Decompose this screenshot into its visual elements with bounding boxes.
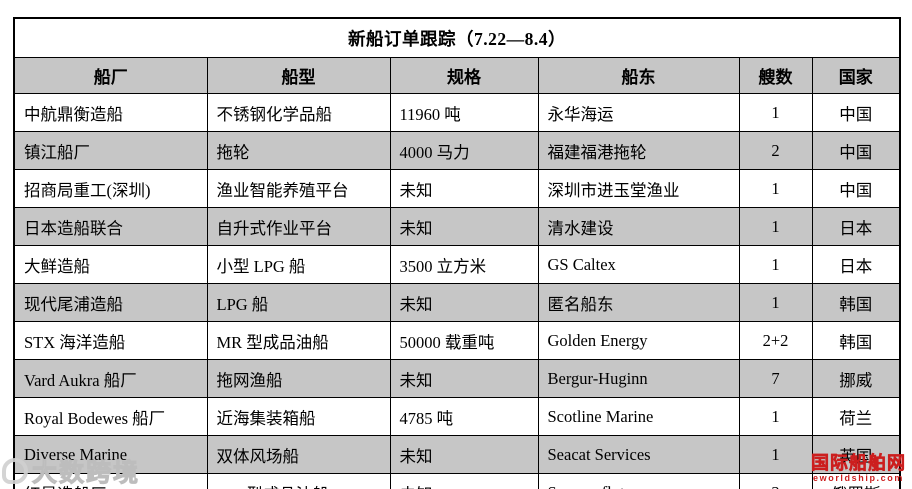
cell-shiptype: 不锈钢化学品船 — [206, 93, 391, 132]
cell-count: 3 — [738, 473, 813, 489]
cell-count: 1 — [738, 93, 813, 132]
column-header-shiptype: 船型 — [206, 57, 391, 94]
cell-country: 日本 — [811, 207, 901, 246]
cell-count: 1 — [738, 245, 813, 284]
title-row: 新船订单跟踪（7.22—8.4） — [13, 17, 901, 58]
cell-count: 1 — [738, 283, 813, 322]
cell-spec: 未知 — [389, 473, 539, 489]
cell-spec: 未知 — [389, 169, 539, 208]
cell-owner: Golden Energy — [537, 321, 740, 360]
cell-country: 日本 — [811, 245, 901, 284]
cell-spec: 未知 — [389, 435, 539, 474]
cell-shiptype: 拖网渔船 — [206, 359, 391, 398]
cell-country: 荷兰 — [811, 397, 901, 436]
cell-shipyard: 红星造船厂 — [13, 473, 208, 489]
table-row: 现代尾浦造船 LPG 船 未知 匿名船东 1 韩国 — [13, 283, 901, 322]
cell-owner: Seacat Services — [537, 435, 740, 474]
cell-shiptype: 自升式作业平台 — [206, 207, 391, 246]
cell-owner: Sovcomflot — [537, 473, 740, 489]
cell-spec: 4000 马力 — [389, 131, 539, 170]
cell-shipyard: Vard Aukra 船厂 — [13, 359, 208, 398]
cell-owner: 福建福港拖轮 — [537, 131, 740, 170]
cell-owner: 永华海运 — [537, 93, 740, 132]
cell-shiptype: 拖轮 — [206, 131, 391, 170]
cell-shipyard: 镇江船厂 — [13, 131, 208, 170]
cell-shipyard: Royal Bodewes 船厂 — [13, 397, 208, 436]
cell-shiptype: 双体风场船 — [206, 435, 391, 474]
cell-country: 韩国 — [811, 321, 901, 360]
cell-spec: 未知 — [389, 283, 539, 322]
cell-shipyard: 现代尾浦造船 — [13, 283, 208, 322]
table-row: Vard Aukra 船厂 拖网渔船 未知 Bergur-Huginn 7 挪威 — [13, 359, 901, 398]
cell-owner: 深圳市进玉堂渔业 — [537, 169, 740, 208]
cell-shiptype: LPG 船 — [206, 283, 391, 322]
cell-shiptype: MR 型成品油船 — [206, 473, 391, 489]
cell-shipyard: STX 海洋造船 — [13, 321, 208, 360]
cell-shipyard: 大鲜造船 — [13, 245, 208, 284]
cell-owner: GS Caltex — [537, 245, 740, 284]
column-header-country: 国家 — [811, 57, 901, 94]
cell-spec: 未知 — [389, 207, 539, 246]
table-row: 招商局重工(深圳) 渔业智能养殖平台 未知 深圳市进玉堂渔业 1 中国 — [13, 169, 901, 208]
cell-shipyard: 日本造船联合 — [13, 207, 208, 246]
cell-spec: 50000 载重吨 — [389, 321, 539, 360]
cell-shipyard: 中航鼎衡造船 — [13, 93, 208, 132]
cell-spec: 11960 吨 — [389, 93, 539, 132]
cell-spec: 3500 立方米 — [389, 245, 539, 284]
cell-country: 中国 — [811, 93, 901, 132]
header-row: 船厂 船型 规格 船东 艘数 国家 — [13, 57, 901, 94]
table-row: STX 海洋造船 MR 型成品油船 50000 载重吨 Golden Energ… — [13, 321, 901, 360]
cell-count: 1 — [738, 169, 813, 208]
cell-count: 2+2 — [738, 321, 813, 360]
cell-country: 俄罗斯 — [811, 473, 901, 489]
table-row: 镇江船厂 拖轮 4000 马力 福建福港拖轮 2 中国 — [13, 131, 901, 170]
cell-owner: Bergur-Huginn — [537, 359, 740, 398]
cell-country: 中国 — [811, 169, 901, 208]
cell-count: 2 — [738, 131, 813, 170]
cell-shiptype: 渔业智能养殖平台 — [206, 169, 391, 208]
cell-count: 1 — [738, 435, 813, 474]
cell-shiptype: MR 型成品油船 — [206, 321, 391, 360]
cell-country: 英国 — [811, 435, 901, 474]
table-row: 日本造船联合 自升式作业平台 未知 清水建设 1 日本 — [13, 207, 901, 246]
cell-country: 挪威 — [811, 359, 901, 398]
table-row: Diverse Marine 双体风场船 未知 Seacat Services … — [13, 435, 901, 474]
cell-shiptype: 小型 LPG 船 — [206, 245, 391, 284]
table-row: Royal Bodewes 船厂 近海集装箱船 4785 吨 Scotline … — [13, 397, 901, 436]
cell-owner: Scotline Marine — [537, 397, 740, 436]
cell-country: 韩国 — [811, 283, 901, 322]
cell-owner: 清水建设 — [537, 207, 740, 246]
table-row: 中航鼎衡造船 不锈钢化学品船 11960 吨 永华海运 1 中国 — [13, 93, 901, 132]
cell-count: 1 — [738, 207, 813, 246]
cell-country: 中国 — [811, 131, 901, 170]
new-ship-orders-table: 新船订单跟踪（7.22—8.4） 船厂 船型 规格 船东 艘数 国家 中航鼎衡造… — [13, 17, 901, 489]
column-header-count: 艘数 — [738, 57, 813, 94]
cell-shipyard: 招商局重工(深圳) — [13, 169, 208, 208]
column-header-owner: 船东 — [537, 57, 740, 94]
table-title: 新船订单跟踪（7.22—8.4） — [13, 17, 901, 58]
cell-count: 1 — [738, 397, 813, 436]
cell-owner: 匿名船东 — [537, 283, 740, 322]
cell-shipyard: Diverse Marine — [13, 435, 208, 474]
cell-shiptype: 近海集装箱船 — [206, 397, 391, 436]
cell-spec: 未知 — [389, 359, 539, 398]
cell-spec: 4785 吨 — [389, 397, 539, 436]
column-header-spec: 规格 — [389, 57, 539, 94]
column-header-shipyard: 船厂 — [13, 57, 208, 94]
cell-count: 7 — [738, 359, 813, 398]
table-row: 红星造船厂 MR 型成品油船 未知 Sovcomflot 3 俄罗斯 — [13, 473, 901, 489]
table-row: 大鲜造船 小型 LPG 船 3500 立方米 GS Caltex 1 日本 — [13, 245, 901, 284]
